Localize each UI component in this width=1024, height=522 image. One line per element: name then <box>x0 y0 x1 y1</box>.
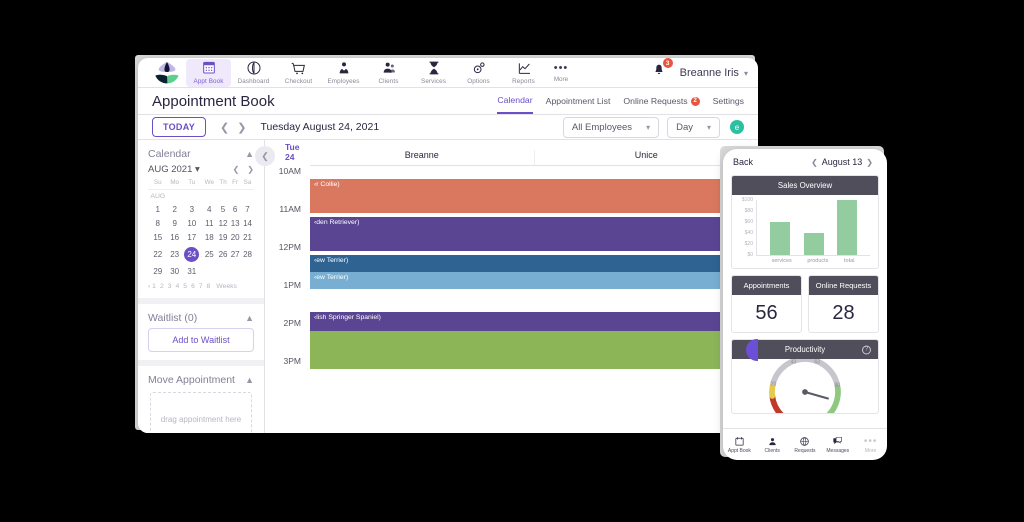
svg-text:43: 43 <box>791 359 797 365</box>
svg-text:20: 20 <box>771 382 777 388</box>
svg-text:80: 80 <box>834 382 840 388</box>
svg-text:63: 63 <box>814 359 820 365</box>
